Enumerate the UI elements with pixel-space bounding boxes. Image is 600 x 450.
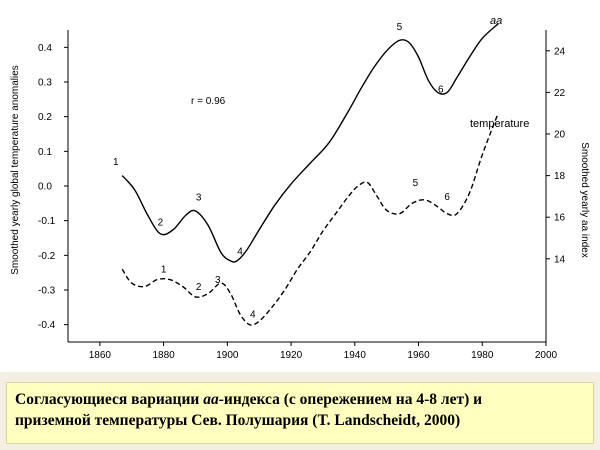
caption-line2: приземной температуры Сев. Полушария (T.… (15, 412, 461, 429)
x-tick-label: 1940 (344, 350, 367, 361)
series-layer (121, 23, 499, 326)
caption-part2: -индекса (с опережением на 4-8 лет) и (218, 391, 483, 408)
x-tick-label: 1960 (407, 350, 430, 361)
extremum-marker-aa-4: 4 (237, 247, 243, 258)
series-line-temperature (121, 112, 499, 326)
x-tick-label: 1920 (280, 350, 303, 361)
series-label-temperature: temperature (470, 118, 529, 130)
y-right-tick-label: 14 (554, 254, 566, 265)
extremum-marker-temperature-5: 5 (413, 178, 419, 189)
chart-figure: 1860 1880 1900 1920 1940 1960 1980 2000 -0.4 -0.3… (0, 0, 600, 372)
y-left-tick-label: -0.1 (38, 216, 56, 227)
caption-italic: aa (203, 391, 219, 408)
extremum-marker-aa-2: 2 (158, 218, 164, 229)
chart-svg: 1860 1880 1900 1920 1940 1960 1980 2000 -0.4 -0.3… (10, 15, 590, 361)
x-tick-label: 1880 (152, 350, 175, 361)
left-axis-title: Smoothed yearly global temperature anoma… (10, 65, 21, 275)
figure-caption: Согласующиеся вариации aa-индекса (с опе… (6, 382, 594, 444)
right-axis-title: Smoothed yearly aa index (579, 142, 590, 258)
y-left-tick-label: -0.2 (38, 251, 56, 262)
series-label-aa: aa (490, 15, 502, 27)
x-tick-label: 1900 (216, 350, 239, 361)
extremum-marker-aa-3: 3 (196, 193, 202, 204)
extremum-marker-temperature-1: 1 (161, 265, 167, 276)
y-left-tick-label: -0.3 (38, 286, 56, 297)
x-tick-label: 2000 (535, 350, 558, 361)
y-right-tick-label: 20 (554, 130, 566, 141)
axes (67, 30, 547, 343)
extremum-marker-aa-5: 5 (397, 22, 403, 33)
x-tick-label: 1860 (89, 350, 112, 361)
y-right-tick-label: 18 (554, 171, 566, 182)
y-left-tick-label: 0.3 (38, 78, 52, 89)
extremum-marker-aa-6: 6 (438, 84, 444, 95)
y-left-tick-label: -0.4 (38, 320, 56, 331)
extremum-marker-temperature-4: 4 (250, 310, 256, 321)
extremum-marker-aa-1: 1 (113, 157, 119, 168)
y-left-tick-label: 0.1 (38, 147, 52, 158)
y-right-tick-label: 24 (554, 46, 566, 57)
marker-layer: 1 2 3 4 5 6 1 2 3 4 5 6 (113, 22, 450, 321)
extremum-marker-temperature-2: 2 (196, 282, 202, 293)
series-line-aa (121, 23, 499, 263)
y-right-tick-label: 16 (554, 213, 566, 224)
y-left-tick-label: 0.2 (38, 112, 52, 123)
tick-marks (64, 46, 550, 346)
y-left-tick-label: 0.4 (38, 43, 52, 54)
correlation-annotation: r = 0.96 (191, 96, 226, 107)
x-tick-label: 1980 (471, 350, 494, 361)
caption-part1: Согласующиеся вариации (15, 391, 204, 408)
extremum-marker-temperature-6: 6 (444, 192, 450, 203)
y-left-tick-label: 0.0 (38, 182, 52, 193)
tick-labels: 1860 1880 1900 1920 1940 1960 1980 2000 -0.4 -0.3… (38, 43, 566, 361)
extremum-marker-temperature-3: 3 (215, 275, 221, 286)
y-right-tick-label: 22 (554, 88, 566, 99)
